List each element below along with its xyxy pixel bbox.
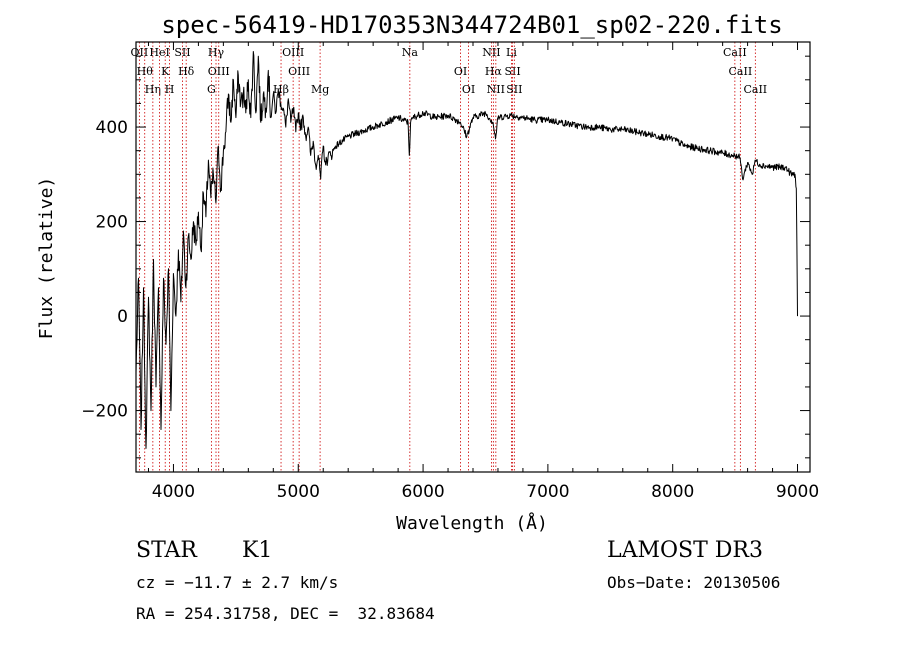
marker-label: HeI — [149, 46, 169, 59]
marker-label: Na — [402, 46, 419, 59]
x-axis-label: Wavelength (Å) — [396, 512, 548, 534]
marker-label: H — [165, 83, 175, 96]
marker-label: OIII — [208, 65, 230, 78]
chart-title: spec-56419-HD170353N344724B01_sp02-220.f… — [161, 11, 782, 39]
x-tick-label: 6000 — [401, 482, 444, 502]
marker-label: NII — [487, 83, 505, 96]
marker-label: G — [207, 83, 216, 96]
marker-label: Hγ — [208, 46, 225, 59]
marker-label: Hα — [485, 65, 503, 78]
marker-label: CaII — [723, 46, 747, 59]
y-tick-label: 400 — [96, 118, 128, 138]
axis-ticks: 4000 5000 6000 7000 8000 9000 −200 0 200 400 — [81, 42, 819, 502]
redshift-info: cz = −11.7 ± 2.7 km/s — [136, 573, 339, 592]
marker-label: OII — [131, 46, 149, 59]
survey-label: LAMOST DR3 — [607, 538, 763, 563]
y-axis-label: Flux (relative) — [36, 177, 57, 340]
observation-date: Obs−Date: 20130506 — [607, 573, 781, 592]
marker-label: Hδ — [178, 65, 195, 78]
marker-label: SII — [506, 83, 522, 96]
y-tick-label: −200 — [81, 402, 128, 422]
marker-label: K — [161, 65, 170, 78]
coordinates-info: RA = 254.31758, DEC = 32.83684 — [136, 604, 435, 623]
line-markers: OIIHθHηHeIKHSIIHδGHγOIIIHβOIIIOIIIMgNaOI… — [131, 42, 767, 472]
x-tick-label: 5000 — [277, 482, 320, 502]
x-tick-label: 7000 — [526, 482, 569, 502]
x-tick-label: 9000 — [776, 482, 819, 502]
marker-label: Li — [506, 46, 517, 59]
marker-label: Hβ — [273, 83, 289, 96]
marker-label: Mg — [311, 83, 329, 96]
marker-label: CaII — [743, 83, 767, 96]
marker-label: Hη — [145, 83, 161, 96]
spectrum-series — [135, 51, 798, 449]
marker-label: SII — [504, 65, 520, 78]
marker-label: CaII — [729, 65, 753, 78]
object-class: STAR — [136, 538, 197, 563]
marker-label: Hθ — [137, 65, 154, 78]
marker-label: OIII — [288, 65, 310, 78]
spectrum-layer — [135, 51, 798, 449]
x-tick-label: 4000 — [152, 482, 195, 502]
x-tick-label: 8000 — [651, 482, 694, 502]
marker-label: NII — [482, 46, 500, 59]
marker-label: OI — [454, 65, 467, 78]
marker-label: OI — [462, 83, 475, 96]
marker-label: OIII — [282, 46, 304, 59]
y-tick-label: 0 — [117, 307, 128, 327]
marker-label: SII — [174, 46, 190, 59]
object-subclass: K1 — [242, 538, 273, 563]
y-tick-label: 200 — [96, 213, 128, 233]
plot-frame — [135, 41, 811, 473]
